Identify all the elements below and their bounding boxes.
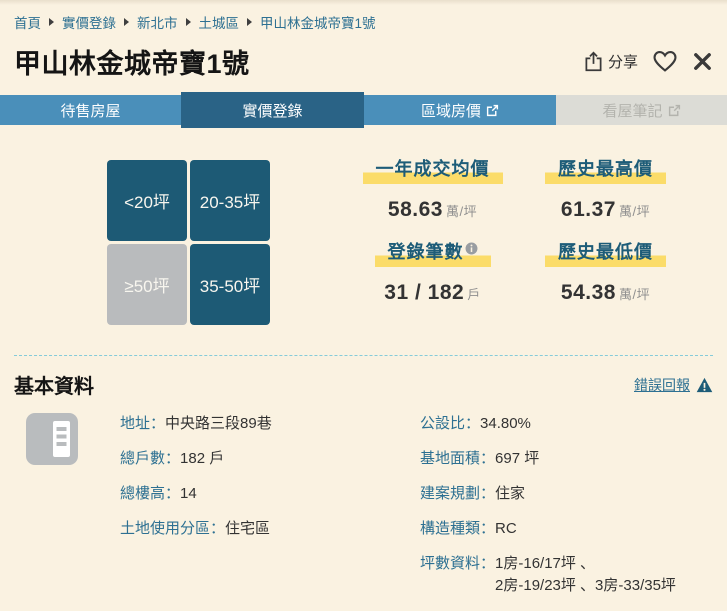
info-row-unit-sizes: 坪數資料： 1房-16/17坪 、 2房-19/23坪 、3房-33/35坪 — [420, 553, 713, 597]
info-value: 1房-16/17坪 、 2房-19/23坪 、3房-33/35坪 — [495, 555, 676, 594]
info-icon[interactable] — [465, 242, 478, 255]
stat-label: 登錄筆數 — [374, 238, 491, 267]
stat-value: 61.37 — [560, 198, 616, 221]
info-row-project-plan: 建案規劃： 住家 — [420, 483, 713, 505]
info-row-address: 地址： 中央路三段89巷 — [120, 413, 420, 435]
basic-info-right-column: 公設比： 34.80% 基地面積： 697 坪 建案規劃： 住家 構造種類： R… — [420, 413, 713, 610]
warning-icon — [696, 377, 713, 392]
external-link-icon — [486, 104, 499, 116]
tab-price-registration[interactable]: 實價登錄 — [181, 92, 364, 128]
summary-area: <20坪 20-35坪 ≥50坪 35-50坪 一年成交均價 58.63 萬/坪 … — [0, 125, 727, 325]
stat-historical-high: 歷史最高價 61.37 萬/坪 — [519, 155, 692, 238]
basic-info-body: 地址： 中央路三段89巷 總戶數： 182 戶 總樓高： 14 土地使用分區： … — [0, 399, 727, 610]
breadcrumb-city[interactable]: 新北市 — [137, 16, 178, 31]
size-tile-over-50[interactable]: ≥50坪 — [107, 244, 187, 325]
info-label: 建案規劃： — [420, 485, 496, 502]
stat-label: 一年成交均價 — [362, 155, 503, 184]
info-row-land-zoning: 土地使用分區： 住宅區 — [120, 518, 420, 540]
price-stats: 一年成交均價 58.63 萬/坪 歷史最高價 61.37 萬/坪 登錄筆數 31 /… — [346, 155, 692, 325]
page-title: 甲山林金城帝寶1號 — [14, 49, 250, 79]
stat-value: 58.63 — [387, 198, 443, 221]
building-icon — [26, 413, 78, 610]
share-icon — [585, 51, 602, 72]
error-report-label: 錯誤回報 — [634, 376, 690, 393]
info-value: 住家 — [495, 485, 526, 502]
top-shadow-strip — [0, 0, 727, 5]
tab-label: 區域房價 — [420, 102, 481, 120]
stat-label: 歷史最低價 — [545, 238, 666, 267]
info-value: 住宅區 — [225, 520, 271, 537]
breadcrumb-district[interactable]: 土城區 — [198, 16, 240, 31]
header-actions: 分享 — [584, 50, 713, 73]
stat-value: 31 / 182 — [384, 281, 465, 304]
share-label: 分享 — [607, 54, 638, 71]
breadcrumb-separator-icon — [124, 18, 129, 26]
breadcrumb-property[interactable]: 甲山林金城帝寶1號 — [260, 16, 376, 31]
breadcrumb-home[interactable]: 首頁 — [14, 16, 41, 31]
info-label: 坪數資料： — [420, 555, 496, 572]
title-row: 甲山林金城帝寶1號 分享 — [0, 32, 727, 81]
info-label: 總樓高： — [120, 485, 181, 502]
stat-value: 54.38 — [560, 281, 616, 304]
info-row-public-ratio: 公設比： 34.80% — [420, 413, 713, 435]
tab-label: 實價登錄 — [242, 102, 303, 120]
stat-unit: 萬/坪 — [618, 204, 651, 219]
error-report-link[interactable]: 錯誤回報 — [634, 375, 713, 395]
stat-unit: 戶 — [467, 287, 481, 302]
basic-info-header: 基本資料 錯誤回報 — [0, 356, 727, 399]
info-label: 總戶數： — [120, 450, 181, 467]
info-row-total-households: 總戶數： 182 戶 — [120, 448, 420, 470]
tab-label: 待售房屋 — [60, 102, 121, 120]
section-title-basic-info: 基本資料 — [14, 376, 94, 398]
info-value: 697 坪 — [495, 450, 540, 467]
info-label: 土地使用分區： — [120, 520, 226, 537]
stat-one-year-average: 一年成交均價 58.63 萬/坪 — [346, 155, 519, 238]
stat-unit: 萬/坪 — [618, 287, 651, 302]
info-row-total-floors: 總樓高： 14 — [120, 483, 420, 505]
close-button[interactable] — [692, 51, 713, 72]
heart-icon — [653, 51, 677, 72]
info-row-structure-type: 構造種類： RC — [420, 518, 713, 540]
stat-registered-count: 登錄筆數 31 / 182 戶 — [346, 238, 519, 321]
info-value: 14 — [180, 485, 197, 502]
size-tile-20-35[interactable]: 20-35坪 — [190, 160, 270, 241]
breadcrumb-separator-icon — [247, 18, 252, 26]
basic-info-left-column: 地址： 中央路三段89巷 總戶數： 182 戶 總樓高： 14 土地使用分區： … — [120, 413, 420, 610]
tab-label: 看屋筆記 — [602, 102, 663, 120]
tab-for-sale-listings[interactable]: 待售房屋 — [0, 95, 181, 125]
info-row-site-area: 基地面積： 697 坪 — [420, 448, 713, 470]
info-label: 公設比： — [420, 415, 481, 432]
share-button[interactable]: 分享 — [584, 51, 638, 72]
breadcrumb: 首頁 實價登錄 新北市 土城區 甲山林金城帝寶1號 — [0, 5, 727, 32]
tab-bar: 待售房屋 實價登錄 區域房價 看屋筆記 — [0, 92, 727, 128]
breadcrumb-separator-icon — [185, 18, 191, 26]
breadcrumb-price-registration[interactable]: 實價登錄 — [62, 16, 116, 31]
tab-area-prices[interactable]: 區域房價 — [364, 95, 556, 125]
close-icon — [694, 53, 711, 70]
breadcrumb-separator-icon — [49, 18, 54, 26]
info-value: RC — [495, 520, 517, 537]
info-label: 基地面積： — [420, 450, 496, 467]
info-label: 構造種類： — [420, 520, 496, 537]
info-value: 182 戶 — [180, 450, 225, 467]
size-filter-grid: <20坪 20-35坪 ≥50坪 35-50坪 — [107, 160, 270, 325]
stat-historical-low: 歷史最低價 54.38 萬/坪 — [519, 238, 692, 321]
section-divider — [14, 355, 713, 356]
tab-viewing-notes[interactable]: 看屋筆記 — [556, 95, 727, 125]
stat-label: 歷史最高價 — [545, 155, 666, 184]
info-value: 中央路三段89巷 — [165, 415, 272, 432]
favorite-button[interactable] — [652, 50, 678, 73]
info-value: 34.80% — [480, 415, 531, 432]
size-tile-35-50[interactable]: 35-50坪 — [190, 244, 270, 325]
external-link-icon — [668, 104, 680, 116]
size-tile-under-20[interactable]: <20坪 — [107, 160, 187, 241]
stat-unit: 萬/坪 — [445, 204, 478, 219]
info-label: 地址： — [120, 415, 166, 432]
